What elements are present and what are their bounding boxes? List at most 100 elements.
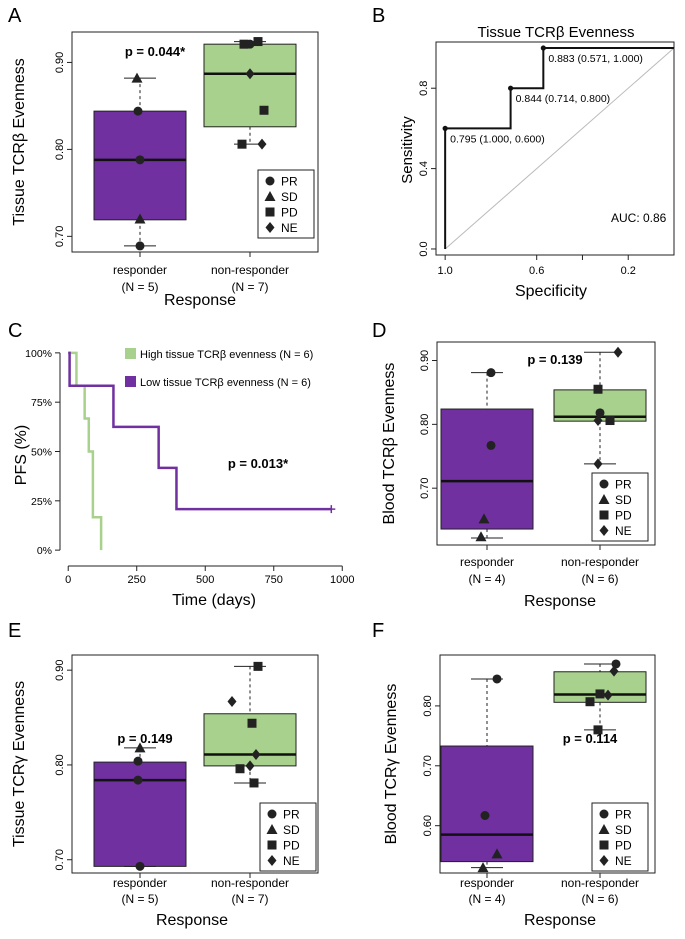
y-tick-label: 0.90: [54, 659, 66, 680]
x-tick-label: 1000: [330, 574, 354, 586]
data-point-diamond: [609, 665, 619, 677]
y-tick-label: 0.70: [54, 849, 66, 870]
data-point-triangle: [478, 513, 490, 524]
legend-label: PD: [283, 839, 300, 853]
data-point-square: [235, 764, 245, 774]
panel-a-boxplot: responder (N = 5) non-responder (N = 7) 0.70…: [11, 31, 319, 309]
data-point-circle: [135, 861, 145, 871]
y-tick-label: 0.90: [419, 350, 431, 371]
box-responder: [93, 110, 187, 221]
data-point-square: [249, 778, 259, 788]
data-point-diamond: [251, 749, 261, 761]
legend-symbol-triangle: [598, 494, 610, 504]
legend-label: PR: [283, 808, 300, 822]
x-tick-label: 0.6: [529, 265, 544, 277]
y-tick-label: 0.4: [418, 161, 430, 176]
category-label: responder: [113, 263, 167, 277]
legend-label: SD: [281, 190, 298, 204]
x-axis-label: Time (days): [172, 592, 256, 609]
box-non-responder: [203, 43, 297, 128]
threshold-point: [508, 85, 514, 91]
data-point-square: [593, 384, 603, 394]
legend-swatch: [125, 348, 136, 359]
category-label: responder: [460, 555, 514, 569]
y-tick-label: 0.70: [54, 226, 66, 247]
data-point-triangle: [477, 862, 489, 873]
y-tick-label: 50%: [31, 447, 52, 459]
data-point-circle: [492, 674, 502, 684]
panel-d-boxplot: responder (N = 4) non-responder (N = 6) 0.70…: [381, 341, 656, 610]
panel-letter-e: E: [8, 620, 21, 642]
x-tick-label: 750: [265, 574, 283, 586]
data-point-circle: [486, 440, 496, 450]
legend-swatch: [125, 376, 136, 387]
x-axis-label: Specificity: [515, 283, 587, 300]
legend-symbol-diamond: [265, 222, 275, 233]
legend-symbol-diamond: [599, 525, 609, 536]
y-axis-label: Sensitivity: [399, 116, 416, 184]
data-point-triangle: [134, 742, 146, 753]
y-tick-label: 0.90: [54, 52, 66, 73]
p-value-label: p = 0.139: [527, 352, 582, 367]
category-n-label: (N = 4): [468, 572, 505, 586]
legend-symbol-triangle: [598, 824, 610, 834]
data-point-diamond: [227, 695, 237, 707]
data-point-circle: [135, 155, 145, 165]
legend-label: PR: [281, 175, 298, 189]
category-n-label: (N = 7): [231, 280, 268, 294]
plot-frame: [71, 31, 319, 253]
legend-label: PD: [281, 206, 298, 220]
data-point-circle: [133, 106, 143, 116]
legend-symbol-square: [599, 840, 609, 850]
y-tick-label: 0.80: [419, 414, 431, 435]
panel-letter-a: A: [8, 5, 22, 27]
data-point-diamond: [603, 689, 613, 701]
y-axis-label: PFS (%): [13, 425, 30, 485]
category-n-label: (N = 6): [581, 572, 618, 586]
category-n-label: (N = 5): [121, 280, 158, 294]
x-axis-label: Response: [164, 292, 236, 309]
y-tick-label: 0.80: [54, 754, 66, 775]
legend-label: High tissue TCRβ evenness (N = 6): [140, 349, 313, 361]
y-tick-label: 75%: [31, 397, 52, 409]
panel-e-boxplot: responder (N = 5) non-responder (N = 7) 0.70…: [11, 654, 319, 929]
threshold-point: [442, 125, 448, 132]
x-tick-label: 0: [65, 574, 71, 586]
panel-letter-c: C: [8, 320, 22, 342]
legend-label: SD: [283, 823, 300, 837]
plot-frame: [439, 654, 656, 874]
data-point-triangle: [131, 72, 143, 83]
x-tick-label: 500: [196, 574, 214, 586]
data-point-square: [585, 697, 595, 707]
legend-symbol-circle: [599, 809, 609, 819]
panel-f-boxplot: responder (N = 4) non-responder (N = 6) 0.60…: [383, 654, 656, 929]
legend-symbol-diamond: [599, 855, 609, 866]
survival-curve-high: [68, 351, 103, 551]
data-point-circle: [133, 775, 143, 785]
y-axis-label: Tissue TCRβ Evenness: [11, 58, 28, 225]
box-responder: [440, 408, 534, 530]
data-point-square: [593, 725, 603, 735]
y-axis-label: Blood TCRβ Evenness: [381, 363, 398, 525]
data-point-square: [239, 39, 249, 49]
data-point-square: [259, 105, 269, 115]
y-tick-label: 0.8: [418, 81, 430, 96]
category-label: responder: [113, 876, 167, 890]
x-axis-label: Response: [524, 593, 596, 610]
data-point-square: [595, 689, 605, 699]
data-point-diamond: [257, 138, 267, 150]
data-point-square: [253, 661, 263, 671]
y-tick-label: 25%: [31, 496, 52, 508]
threshold-label: 0.795 (1.000, 0.600): [450, 133, 545, 145]
y-axis-label: Blood TCRγ Evenness: [383, 684, 400, 845]
legend-label: NE: [615, 854, 632, 868]
censor-mark: [327, 505, 336, 514]
p-value-label: p = 0.114: [563, 731, 618, 746]
data-point-diamond: [245, 760, 255, 772]
plot-frame: [435, 41, 675, 256]
x-tick-label: 250: [128, 574, 146, 586]
threshold-label: 0.844 (0.714, 0.800): [516, 93, 611, 105]
